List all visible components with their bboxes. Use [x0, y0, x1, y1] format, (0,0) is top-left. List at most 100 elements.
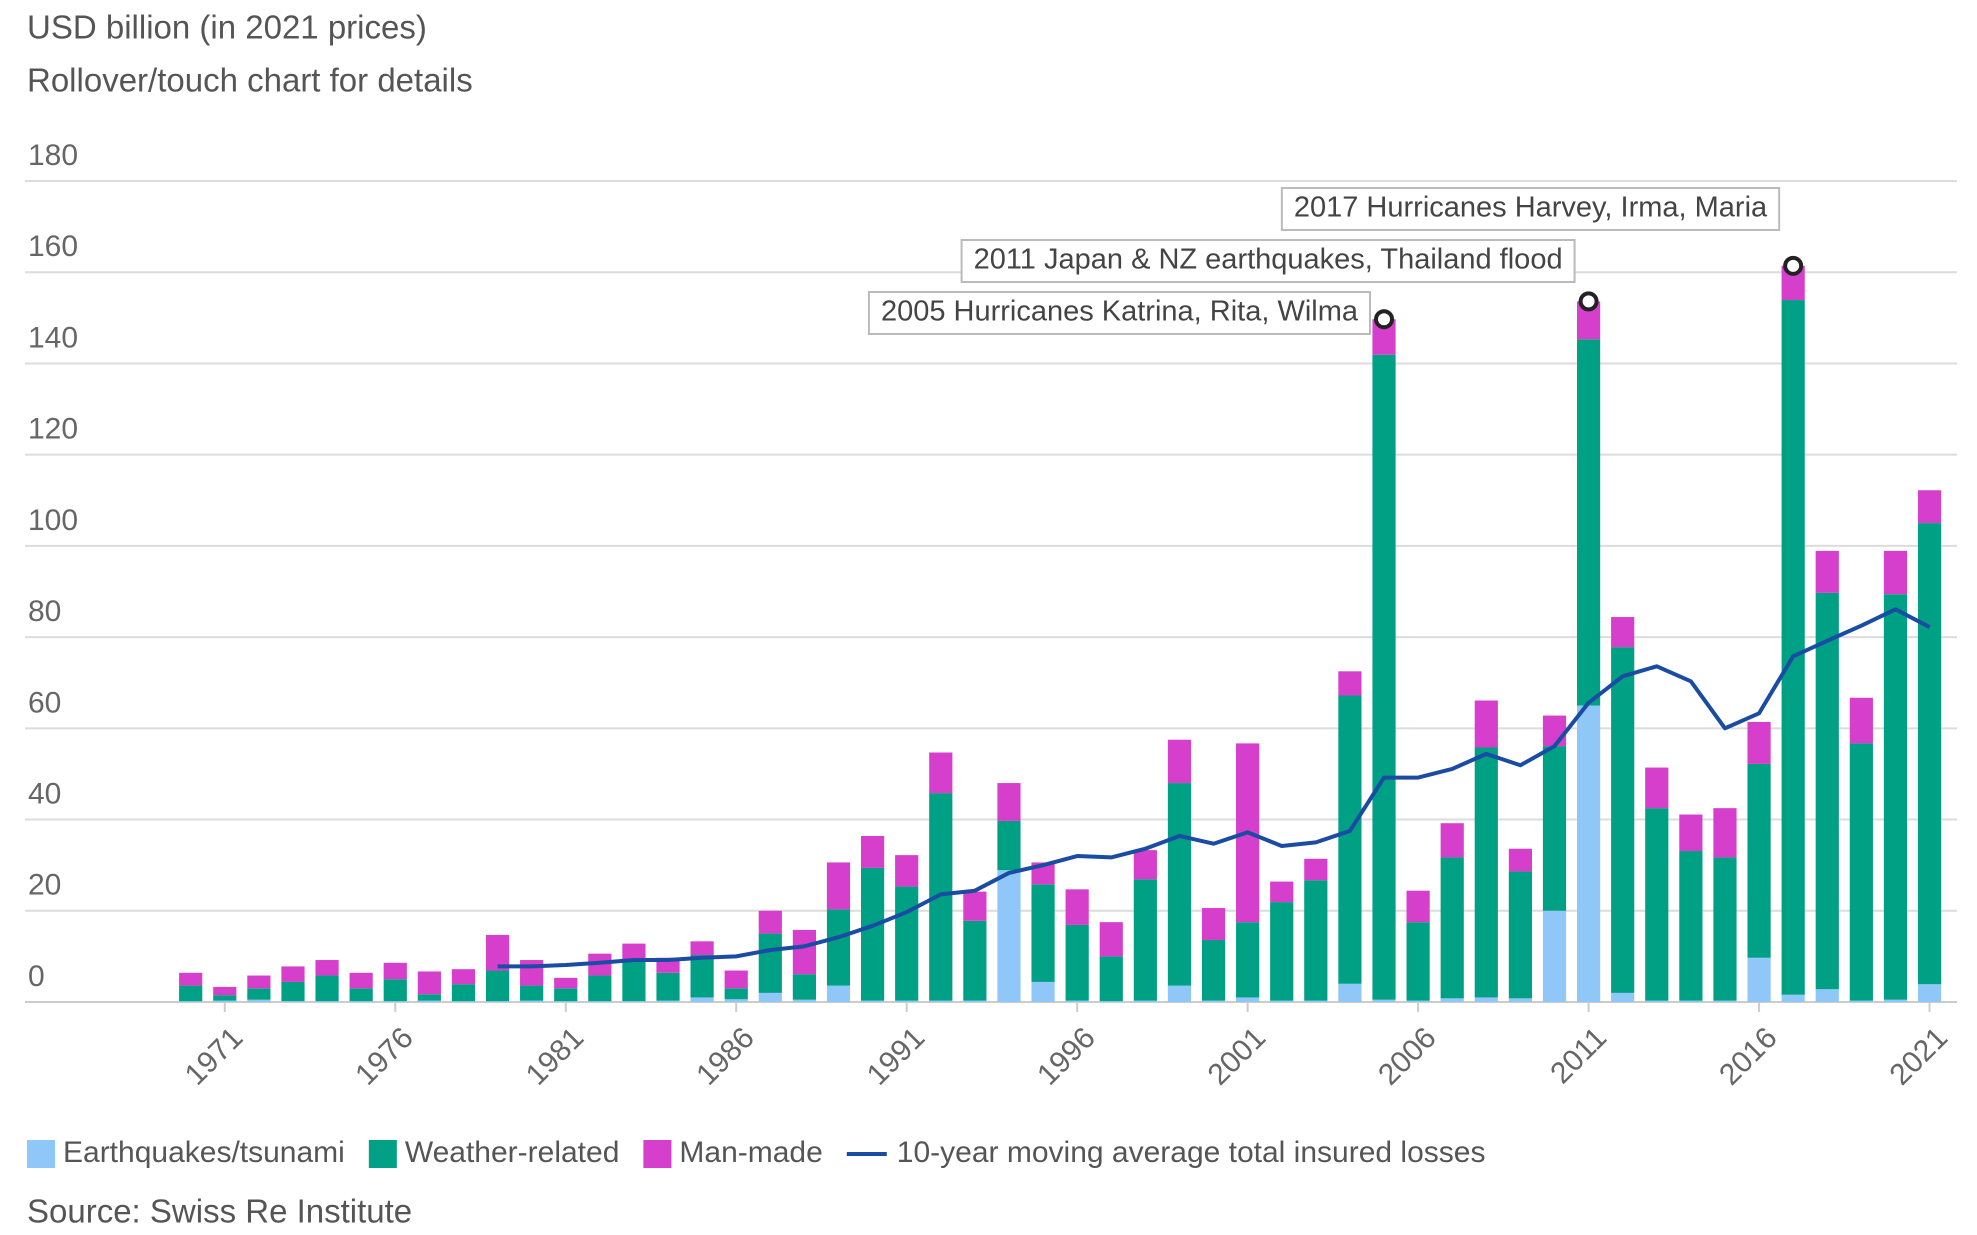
x-tick-label: 2011 [1544, 1021, 1613, 1090]
bar-segment [1576, 705, 1601, 1002]
bar-segment [997, 783, 1021, 821]
bar-segment [1576, 339, 1601, 706]
bar-segment [895, 1000, 919, 1002]
annotation-marker [1783, 255, 1804, 276]
bar-segment [963, 1000, 987, 1002]
legend-label: Weather-related [405, 1136, 620, 1169]
y-tick-label: 140 [28, 321, 78, 354]
bar-segment [1474, 700, 1498, 748]
bar-segment [383, 1001, 407, 1002]
chart-title: USD billion (in 2021 prices) [27, 9, 427, 46]
bar-segment [1167, 739, 1192, 784]
annotation-box [1280, 187, 1781, 231]
bar-segment [826, 909, 851, 986]
bar-segment [1065, 889, 1089, 925]
bar-segment [895, 855, 919, 887]
bar-segment [997, 820, 1021, 871]
bar-segment [860, 867, 885, 1001]
bar-segment [724, 999, 748, 1002]
bar-segment [520, 985, 544, 1001]
x-tick-label: 1976 [349, 1021, 420, 1092]
bar-segment [1508, 871, 1532, 999]
bar-segment [1611, 992, 1635, 1002]
bar-segment [622, 943, 646, 960]
x-tick-label: 1991 [861, 1021, 932, 1092]
bar-segment [656, 1000, 680, 1002]
bar-segment [247, 988, 271, 1000]
bar-segment [281, 1001, 305, 1002]
bar-segment [758, 933, 782, 993]
bar-segment [1611, 647, 1635, 993]
chart-subtitle: Rollover/touch chart for details [27, 62, 473, 99]
x-tick-label: 2016 [1713, 1021, 1784, 1092]
bar-segment [1645, 808, 1669, 1001]
y-tick-label: 180 [28, 139, 78, 172]
bar-segment [485, 970, 510, 1002]
bar-segment [1645, 1000, 1669, 1002]
x-tick-label: 2021 [1884, 1021, 1955, 1092]
bar-segment [1849, 1000, 1873, 1002]
bar-segment [1917, 984, 1942, 1002]
bar-segment [724, 988, 748, 1000]
annotation-text: 2017 Hurricanes Harvey, Irma, Maria [1294, 192, 1768, 224]
bar-segment [247, 999, 271, 1002]
bar-segment [179, 972, 203, 986]
bar-segment [417, 1000, 441, 1002]
bar-segment [1304, 1000, 1328, 1002]
bar-segment [1167, 985, 1192, 1002]
bar-segment [1440, 823, 1464, 858]
bar-segment [213, 986, 237, 996]
annotation-marker [1578, 291, 1599, 312]
bar-segment [1713, 857, 1737, 1001]
bar-segment [1883, 999, 1908, 1002]
bar-segment [1917, 523, 1942, 985]
bar-segment [179, 1001, 203, 1002]
y-tick-label: 60 [28, 686, 61, 719]
bar-segment [349, 972, 373, 989]
bar-segment [792, 974, 816, 1000]
bar-segment [1406, 890, 1430, 923]
bar-segment [690, 941, 714, 956]
bar-segment [656, 972, 680, 1001]
bar-segment [451, 1001, 476, 1002]
bar-segment [1781, 994, 1805, 1002]
bar-segment [485, 934, 510, 971]
bar-segment [1747, 957, 1771, 1002]
bar-segment [1406, 922, 1430, 1001]
bar-segment [724, 970, 748, 989]
bar-segment [1542, 910, 1567, 1002]
bar-segment [315, 960, 339, 976]
bar-segment [383, 979, 407, 1002]
bar-segment [1611, 617, 1635, 648]
bar-segment [1849, 697, 1873, 744]
annotation-marker [1374, 309, 1395, 330]
bar-segment [1815, 592, 1839, 990]
bar-segment [554, 1001, 578, 1002]
bar-segment [1474, 997, 1498, 1002]
bar-segment [1133, 1000, 1157, 1002]
bar-segment [1815, 989, 1839, 1002]
bar-segment [997, 870, 1021, 1002]
y-tick-label: 100 [28, 504, 78, 537]
x-tick-label: 1981 [520, 1021, 591, 1092]
bar-segment [1133, 879, 1157, 1001]
bar-segment [1849, 743, 1873, 1001]
bar-segment [1440, 998, 1464, 1002]
bar-segment [758, 992, 782, 1002]
bar-segment [1167, 783, 1192, 986]
bar-segment [247, 975, 271, 989]
bar-segment [1372, 999, 1396, 1002]
bar-segment [1065, 1000, 1089, 1002]
bar-segment [281, 966, 305, 982]
y-tick-label: 20 [28, 869, 61, 902]
bar-segment [520, 1000, 544, 1002]
bar-segment [860, 835, 885, 868]
bar-segment [315, 975, 339, 1002]
bar-segment [1099, 922, 1123, 957]
bar-segment [929, 793, 953, 1001]
bar-segment [1542, 715, 1567, 747]
bar-segment [1099, 1001, 1123, 1002]
bar-segment [1372, 354, 1396, 1000]
bar-segment [1338, 695, 1362, 984]
